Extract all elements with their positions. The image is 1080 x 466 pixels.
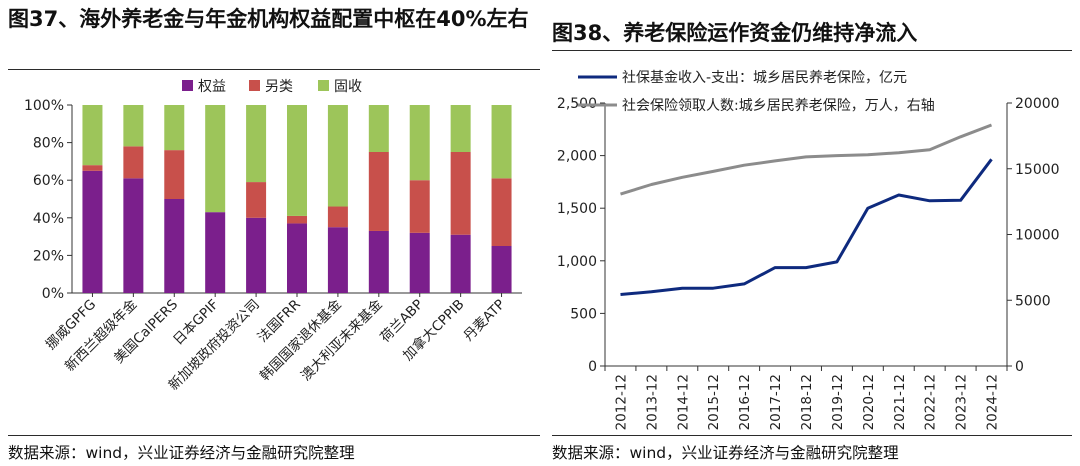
y-tick-label: 0% <box>42 286 64 302</box>
bar-segment <box>287 215 307 224</box>
right-chart-title: 图38、养老保险运作资金仍维持净流入 <box>552 21 918 45</box>
legend-label-income: 社保基金收入-支出：城乡居民养老保险，亿元 <box>622 69 907 86</box>
bar-segment <box>164 150 185 199</box>
bar-segment <box>327 105 348 207</box>
legend-label: 另类 <box>265 79 293 95</box>
bar-segment <box>246 182 267 218</box>
x-tick-label: 2023-12 <box>954 374 970 430</box>
left-y-tick-label: 2,500 <box>557 96 597 112</box>
x-tick-label: 2022-12 <box>923 374 939 430</box>
x-tick-label: 2018-12 <box>799 374 815 430</box>
series-line-income <box>620 158 993 296</box>
bar-segment <box>205 212 226 293</box>
bar-segment <box>164 105 185 151</box>
y-tick-label: 60% <box>33 173 64 189</box>
bar-segment <box>327 206 348 228</box>
stacked-bar-chart: 0%20%40%60%80%100%挪威GPFG新西兰超级年金美国CalPERS… <box>24 79 522 394</box>
x-tick-label: 2016-12 <box>737 374 753 430</box>
bar-segment <box>287 223 307 293</box>
bar-segment <box>123 105 144 147</box>
bar-segment <box>82 170 103 293</box>
left-chart-title: 图37、海外养老金与年金机构权益配置中枢在40%左右 <box>8 7 529 31</box>
left-source-rule <box>8 435 540 436</box>
left-title-rule <box>8 69 540 70</box>
line-chart: 0 500 1,000 1,500 2,000 2,500 0 5000 10000 15000 2… <box>557 69 1060 430</box>
left-source-note: 数据来源：wind，兴业证券经济与金融研究院整理 <box>8 444 355 462</box>
left-y-tick-label: 0 <box>588 359 597 375</box>
y-tick-label: 40% <box>33 211 64 227</box>
left-y-tick-label: 1,500 <box>557 201 597 217</box>
right-y-tick-label: 20000 <box>1015 96 1060 112</box>
x-tick-label: 2012-12 <box>613 374 629 430</box>
bar-segment <box>491 105 512 179</box>
legend-swatch <box>182 80 193 91</box>
legend-label: 固收 <box>334 79 362 95</box>
bar-segment <box>368 230 389 293</box>
bar-segment <box>123 146 144 179</box>
right-y-tick-label: 15000 <box>1015 162 1060 178</box>
y-tick-label: 80% <box>33 136 64 152</box>
right-source-rule <box>552 435 1072 436</box>
x-tick-label: 2015-12 <box>706 374 722 430</box>
bar-segment <box>450 152 471 235</box>
bar-segment <box>123 178 144 293</box>
x-tick-label: 2020-12 <box>861 374 877 430</box>
x-tick-label: 2024-12 <box>985 374 1001 430</box>
bar-segment <box>409 105 430 181</box>
x-tick-label: 2014-12 <box>675 374 691 430</box>
legend-label: 权益 <box>198 79 226 95</box>
bar-segment <box>491 246 512 293</box>
x-tick-label: 2017-12 <box>768 374 784 430</box>
bar-segment <box>246 217 267 293</box>
bar-segment <box>82 165 103 171</box>
bar-segment <box>450 234 471 293</box>
legend-swatch <box>249 80 260 91</box>
right-title-rule <box>552 50 1072 51</box>
right-source-note: 数据来源：wind，兴业证券经济与金融研究院整理 <box>552 444 899 462</box>
legend-swatch <box>318 80 329 91</box>
right-y-tick-label: 0 <box>1015 359 1024 375</box>
bar-segment <box>327 227 348 293</box>
bar-segment <box>368 152 389 231</box>
x-tick-label: 2019-12 <box>830 374 846 430</box>
bar-segment <box>409 180 430 233</box>
y-tick-label: 100% <box>24 98 64 114</box>
bar-segment <box>409 232 430 293</box>
bar-segment <box>205 105 226 213</box>
series-line-people <box>620 123 993 196</box>
y-tick-label: 20% <box>33 248 64 264</box>
left-y-tick-label: 1,000 <box>557 254 597 270</box>
bar-segment <box>82 105 103 166</box>
bar-segment <box>368 105 389 152</box>
right-y-tick-label: 10000 <box>1015 228 1060 244</box>
legend-label-people: 社会保险领取人数:城乡居民养老保险，万人，右轴 <box>622 98 935 114</box>
bar-segment <box>491 178 512 246</box>
x-tick-label: 2013-12 <box>644 374 660 430</box>
x-tick-label: 2021-12 <box>892 374 908 430</box>
bar-segment <box>287 105 307 216</box>
right-y-tick-label: 5000 <box>1015 293 1051 309</box>
bar-segment <box>246 105 267 183</box>
bar-segment <box>164 199 185 293</box>
left-y-tick-label: 2,000 <box>557 149 597 165</box>
left-y-tick-label: 500 <box>570 306 597 322</box>
bar-segment <box>450 105 471 152</box>
